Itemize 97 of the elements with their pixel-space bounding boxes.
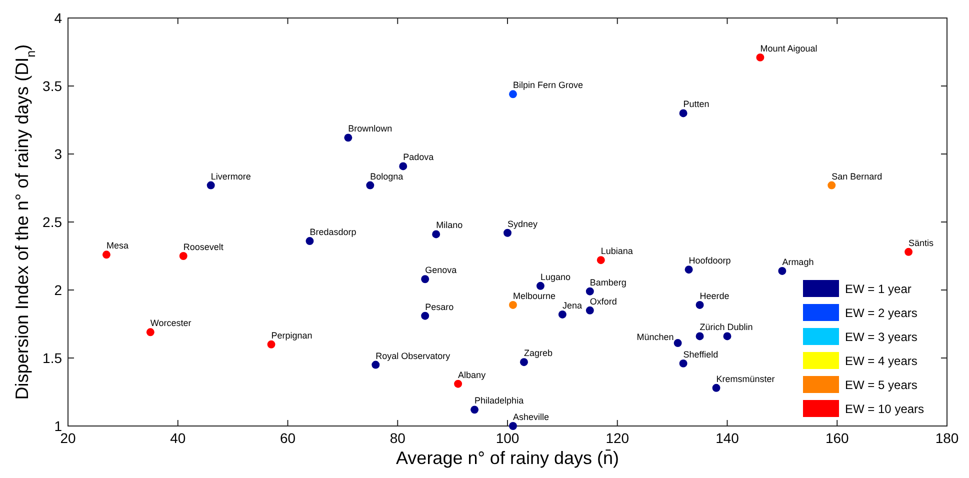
y-tick-label: 3 — [54, 146, 62, 162]
annotation: Albany — [458, 370, 486, 380]
annotation: Mount Aigoual — [760, 43, 818, 54]
x-tick-label: 120 — [606, 430, 630, 446]
annotation: Bilpin Fern Grove — [512, 80, 584, 90]
legend-label: EW = 1 year — [845, 282, 912, 296]
point — [509, 422, 517, 430]
annotation: Sydney — [508, 218, 538, 229]
annotation: Royal Observatory — [376, 350, 451, 361]
legend-label: EW = 2 years — [845, 306, 918, 320]
y-tick-label: 1.5 — [42, 350, 62, 366]
point — [586, 306, 594, 314]
annotation: Roosevelt — [183, 242, 224, 252]
annotation: Kremsmünster — [716, 374, 775, 384]
point — [504, 228, 512, 237]
point — [520, 358, 528, 366]
point — [146, 328, 154, 336]
point — [102, 250, 110, 259]
point — [674, 339, 682, 348]
annotation: Worcester — [150, 318, 192, 328]
annotation: Livermore — [210, 171, 251, 182]
annotation: Padova — [403, 152, 434, 162]
point — [432, 230, 440, 238]
point — [712, 384, 720, 392]
annotation: Armagh — [782, 256, 814, 267]
point — [558, 310, 566, 318]
point — [206, 181, 215, 190]
annotation: Milano — [436, 220, 463, 230]
point — [179, 252, 188, 260]
point — [421, 275, 430, 284]
x-tick-label: 80 — [390, 430, 406, 446]
y-tick-label: 2.5 — [42, 214, 62, 230]
annotation: Pesaro — [425, 302, 454, 312]
point — [509, 90, 517, 98]
annotation: Bamberg — [590, 277, 626, 288]
x-tick-label: 100 — [496, 430, 520, 446]
x-axis-title: Average n° of rainy days (n̄) — [396, 448, 619, 468]
point — [421, 312, 430, 320]
point — [778, 266, 786, 275]
point — [344, 134, 352, 142]
point — [696, 332, 704, 340]
x-tick-label: 180 — [935, 430, 959, 446]
x-tick-label: 140 — [716, 430, 740, 446]
annotation: Bologna — [370, 171, 404, 182]
annotation: Lubiana — [600, 246, 633, 256]
point — [586, 287, 594, 296]
point — [596, 256, 605, 264]
legend-label: EW = 5 years — [845, 378, 918, 392]
annotation: Zürich — [700, 322, 725, 332]
annotation: Melbourne — [512, 290, 556, 301]
y-tick-label: 3.5 — [42, 78, 62, 94]
point — [470, 406, 479, 414]
annotation: Sheffield — [683, 349, 718, 360]
point — [828, 181, 836, 190]
x-tick-label: 40 — [170, 430, 186, 446]
point — [509, 300, 517, 309]
annotation: Philadelphia — [474, 396, 524, 406]
point — [366, 181, 374, 190]
annotation: Genova — [425, 265, 457, 276]
point — [399, 162, 408, 170]
point — [679, 359, 688, 368]
annotation: Mesa — [106, 240, 128, 251]
point — [306, 237, 314, 246]
point — [267, 340, 276, 348]
annotation: Hoofdoorp — [688, 256, 731, 266]
y-tick-label: 1 — [54, 418, 62, 434]
point — [679, 109, 688, 118]
x-tick-label: 20 — [60, 430, 76, 446]
point — [372, 360, 380, 369]
annotation: Jena — [562, 300, 582, 310]
annotation: Bredasdorp — [310, 227, 356, 238]
annotation: Dublin — [727, 322, 753, 332]
point — [904, 248, 913, 256]
point — [536, 282, 544, 290]
point — [684, 266, 693, 274]
annotation: Säntis — [908, 238, 934, 248]
annotation: Heerde — [700, 290, 730, 301]
annotation: München — [636, 332, 674, 342]
point — [696, 300, 704, 309]
legend-label: EW = 10 years — [845, 402, 924, 416]
annotation: Perpignan — [271, 330, 312, 340]
annotation: Putten — [683, 99, 710, 110]
point — [756, 53, 764, 62]
y-tick-label: 2 — [54, 282, 62, 298]
legend-label: EW = 3 years — [845, 330, 918, 344]
annotation: Oxford — [590, 296, 617, 306]
point — [454, 380, 462, 388]
y-tick-label: 4 — [54, 10, 62, 26]
annotation: San Bernard — [832, 171, 882, 182]
x-tick-label: 160 — [825, 430, 850, 446]
legend-label: EW = 4 years — [845, 354, 918, 368]
point — [723, 332, 732, 340]
annotation: Lugano — [540, 272, 571, 282]
annotation: Asheville — [512, 412, 550, 422]
annotation: Zagreb — [524, 348, 553, 358]
x-tick-label: 60 — [280, 430, 296, 446]
annotation: Brownlown — [348, 124, 392, 134]
